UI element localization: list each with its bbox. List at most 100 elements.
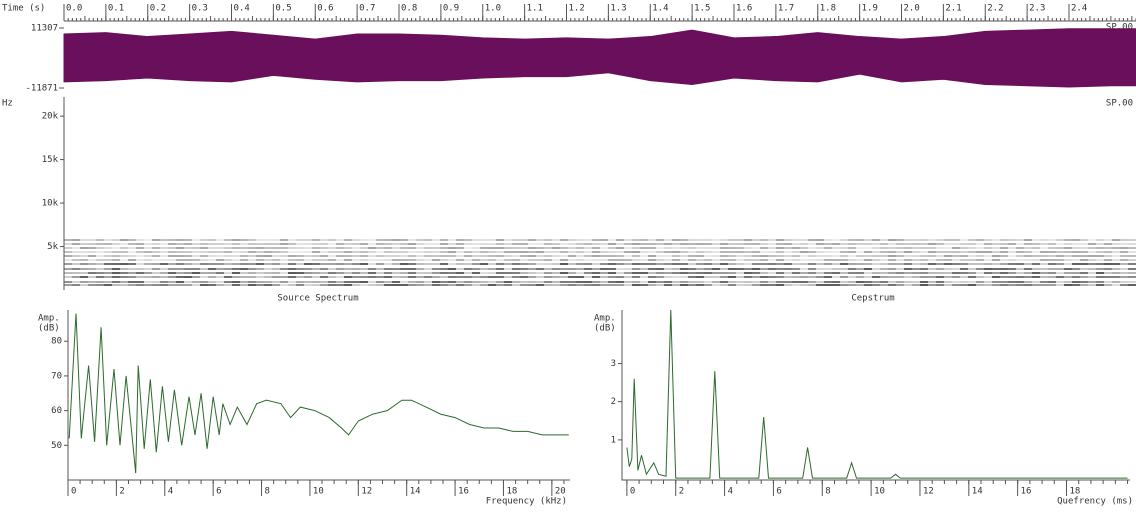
spectrogram-cell [296,251,304,253]
spectrogram-cell [672,251,680,253]
spectrogram-cell [544,281,552,283]
spectrogram-cell [672,272,680,274]
spectrogram-cell [936,251,944,253]
spectrogram-cell [688,268,696,270]
spectrogram-cell [936,243,944,245]
spectrogram-cell [360,268,368,270]
spectrogram-cell [152,251,160,253]
spectrogram-cell [808,281,816,283]
spectrogram-cell [872,276,880,278]
spectrogram-cell [1008,276,1016,278]
spectrogram-cell [856,276,864,278]
spectrogram-cell [760,239,768,241]
spectrogram-cell [144,268,152,270]
spectrogram-cell [680,239,688,241]
spectrogram-cell [568,239,576,241]
spectrogram-cell [288,239,296,241]
spectrogram-cell [720,276,728,278]
spectrogram-cell [728,263,736,265]
spectrogram-cell [912,272,920,274]
spectrogram-cell [96,243,104,245]
spectrogram-cell [704,284,712,286]
spectrogram-cell [1120,276,1128,278]
spectrogram-cell [688,255,696,257]
spectrogram-cell [984,259,992,261]
spectrogram-cell [624,259,632,261]
spectrogram-cell [392,268,400,270]
spectrogram-cell [640,243,648,245]
spectrogram-cell [808,268,816,270]
spectrogram-cell [848,268,856,270]
spectrogram-cell [1080,276,1088,278]
spectrogram-cell [312,259,320,261]
spectrogram-cell [480,263,488,265]
spectrogram-cell [1016,284,1024,286]
spectrogram-cell [760,243,768,245]
spectrogram-cell [928,239,936,241]
spectrogram-cell [1024,281,1032,283]
spectrogram-cell [1000,281,1008,283]
spectrogram-cell [1064,251,1072,253]
spectrogram-cell [920,259,928,261]
spectrogram-cell [528,255,536,257]
spectrogram-cell [144,239,152,241]
x-tick-label: 1.7 [778,4,794,14]
spectrogram-cell [672,284,680,286]
spectrogram-cell [208,251,216,253]
spectrogram-cell [504,281,512,283]
spectrogram-cell [800,263,808,265]
spectrogram-cell [432,239,440,241]
spectrogram-cell [840,263,848,265]
spectrogram-cell [1040,243,1048,245]
spectrogram-cell [976,281,984,283]
spectrogram-cell [728,276,736,278]
spectrogram-cell [264,251,272,253]
spectrogram-cell [856,263,864,265]
spectrogram-cell [376,272,384,274]
spectrogram-cell [280,272,288,274]
spectrogram-cell [128,259,136,261]
spectrogram-cell [936,239,944,241]
spectrogram-cell [648,255,656,257]
spectrogram-cell [152,247,160,249]
spectrogram-cell [360,247,368,249]
spectrogram-cell [736,243,744,245]
spectrogram-cell [288,255,296,257]
spectrogram-cell [280,243,288,245]
spectrogram-cell [200,263,208,265]
x-axis-label: Quefrency (ms) [1057,497,1133,507]
spectrogram-cell [248,263,256,265]
spectrogram-cell [968,243,976,245]
spectrogram-cell [1056,284,1064,286]
spectrogram-cell [520,284,528,286]
spectrogram-cell [72,263,80,265]
spectrogram-cell [552,272,560,274]
spectrogram-cell [592,281,600,283]
spectrogram-cell [200,255,208,257]
spectrogram-cell [288,284,296,286]
spectrogram-cell [80,281,88,283]
spectrogram-cell [496,281,504,283]
spectrogram-cell [816,268,824,270]
spectrogram-cell [984,263,992,265]
spectrogram-cell [720,243,728,245]
spectrogram-cell [320,272,328,274]
spectrogram-cell [856,247,864,249]
spectrogram-cell [544,243,552,245]
spectrogram-cell [488,251,496,253]
spectrogram-cell [248,276,256,278]
spectrogram-cell [832,284,840,286]
spectrogram-cell [1024,284,1032,286]
spectrogram-cell [888,284,896,286]
spectrogram-cell [504,255,512,257]
spectrogram-cell [488,255,496,257]
x-tick-label: 2.4 [1071,4,1087,14]
spectrogram-cell [904,243,912,245]
spectrogram-cell [488,243,496,245]
spectrogram-cell [504,251,512,253]
spectrogram-cell [144,251,152,253]
spectrogram-cell [616,281,624,283]
y-tick-label: 5k [47,242,58,252]
spectrogram-cell [256,247,264,249]
spectrogram-cell [352,276,360,278]
